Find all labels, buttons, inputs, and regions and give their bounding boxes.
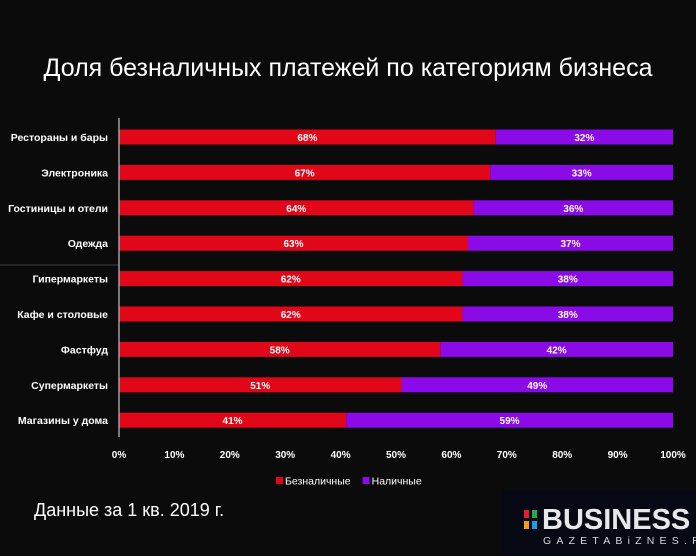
bar-segment (440, 341, 673, 357)
data-label: 51% (250, 381, 270, 392)
data-label: 59% (500, 416, 520, 427)
category-label: Гостиницы и отели (8, 203, 108, 215)
data-label: 62% (281, 310, 301, 321)
category-label: Электроника (41, 167, 108, 179)
category-label: Магазины у дома (18, 415, 108, 427)
category-label: Одежда (68, 238, 108, 250)
bar-segment (462, 306, 673, 322)
bar-segment (119, 271, 463, 287)
x-tick-label: 50% (386, 450, 406, 461)
bar-segment (119, 235, 469, 251)
bar-segment (401, 377, 673, 393)
x-tick-label: 80% (552, 450, 572, 461)
legend-label: Наличные (372, 476, 422, 488)
data-label: 38% (558, 275, 578, 286)
x-tick-label: 60% (441, 450, 461, 461)
logo: BUSINESS GAZETABiZNES.RU (502, 490, 696, 556)
x-tick-label: 40% (331, 450, 351, 461)
legend-swatch (276, 477, 283, 484)
data-label: 32% (574, 133, 594, 144)
bar-segment (119, 377, 402, 393)
data-label: 38% (558, 310, 578, 321)
bar-segment (462, 271, 673, 287)
data-label: 37% (561, 239, 581, 250)
logo-site: GAZETABiZNES.RU (543, 535, 696, 547)
data-label: 36% (563, 204, 583, 215)
data-label: 68% (297, 133, 317, 144)
data-label: 67% (295, 168, 315, 179)
x-tick-label: 30% (275, 450, 295, 461)
bar-segment (119, 412, 347, 428)
legend-swatch (362, 477, 370, 484)
category-label: Супермаркеты (31, 380, 108, 392)
bar-segment (119, 129, 496, 145)
data-label: 58% (270, 345, 290, 356)
bar-segment (490, 164, 673, 180)
bar-segment (119, 164, 491, 180)
legend-label: Безналичные (285, 476, 351, 488)
bar-segment (119, 306, 463, 322)
x-tick-label: 70% (497, 450, 517, 461)
category-label: Гипермаркеты (32, 274, 108, 286)
data-label: 64% (286, 204, 306, 215)
logo-word: BUSINESS (542, 504, 691, 536)
bar-segment (119, 200, 474, 216)
data-label: 63% (284, 239, 304, 250)
data-label: 42% (547, 345, 567, 356)
data-label: 41% (223, 416, 243, 427)
bar-segment (468, 235, 673, 251)
footnote: Данные за 1 кв. 2019 г. (34, 500, 225, 520)
chart-title: Доля безналичных платежей по категориям … (43, 54, 653, 82)
data-label: 49% (527, 381, 547, 392)
bar-segment (495, 129, 673, 145)
data-label: 62% (281, 275, 301, 286)
x-tick-label: 0% (112, 450, 127, 461)
data-label: 33% (572, 168, 592, 179)
x-tick-label: 10% (164, 450, 184, 461)
category-label: Рестораны и бары (11, 132, 108, 144)
x-tick-label: 20% (220, 450, 240, 461)
bar-segment (473, 200, 673, 216)
bar-segment (346, 412, 673, 428)
category-label: Фастфуд (61, 344, 108, 356)
x-tick-label: 100% (660, 450, 686, 461)
bar-segment (119, 341, 441, 357)
x-tick-label: 90% (608, 450, 628, 461)
category-label: Кафе и столовые (17, 309, 108, 321)
